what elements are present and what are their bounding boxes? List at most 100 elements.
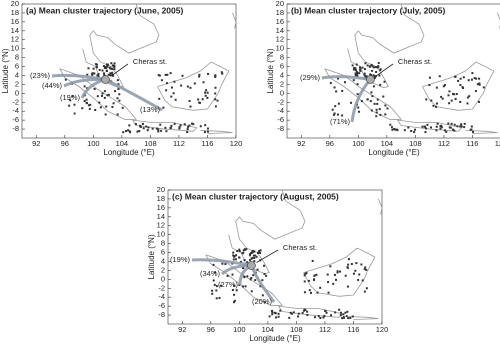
hotspot xyxy=(435,102,438,105)
hotspot xyxy=(322,316,325,319)
hotspot xyxy=(452,92,455,95)
hotspot xyxy=(435,105,438,108)
hotspot xyxy=(109,72,112,75)
hotspot xyxy=(180,84,183,87)
hotspot xyxy=(117,83,120,86)
y-tick-label: 10 xyxy=(11,44,19,53)
hotspot xyxy=(303,291,306,294)
hotspot xyxy=(447,122,450,125)
hotspot xyxy=(226,274,229,277)
hotspot xyxy=(372,85,375,88)
x-tick-label: 96 xyxy=(326,139,334,148)
hotspot xyxy=(336,270,339,273)
hotspot xyxy=(129,131,132,134)
hotspot xyxy=(107,93,110,96)
coastline xyxy=(324,68,402,121)
hotspot xyxy=(122,131,125,134)
hotspot xyxy=(358,110,361,113)
hotspot xyxy=(242,285,245,288)
hotspot xyxy=(421,125,424,128)
hotspot xyxy=(87,67,90,70)
hotspot xyxy=(268,315,271,318)
hotspot xyxy=(329,265,332,268)
hotspot xyxy=(393,127,396,130)
hotspot xyxy=(371,95,374,98)
hotspot xyxy=(384,104,387,107)
hotspot xyxy=(383,80,386,83)
hotspot xyxy=(354,72,357,75)
hotspot xyxy=(435,125,438,128)
hotspot xyxy=(201,98,204,101)
hotspot xyxy=(354,269,357,272)
hotspot xyxy=(271,309,274,312)
hotspot xyxy=(165,82,168,85)
cluster-label: (19%) xyxy=(170,255,191,264)
hotspot xyxy=(403,129,406,132)
hotspot xyxy=(327,281,330,284)
y-tick-label: 14 xyxy=(157,212,165,221)
x-tick-label: 108 xyxy=(409,139,422,148)
hotspot xyxy=(354,69,357,72)
hotspot xyxy=(470,125,473,128)
hotspot xyxy=(440,126,443,129)
hotspot xyxy=(179,124,182,127)
hotspot xyxy=(108,74,111,77)
hotspot xyxy=(290,312,293,315)
y-tick-label: -2 xyxy=(12,97,19,106)
hotspot xyxy=(91,73,94,76)
hotspot xyxy=(334,311,337,314)
hotspot xyxy=(252,254,255,257)
hotspot xyxy=(338,308,341,311)
hotspot xyxy=(428,84,431,87)
hotspot xyxy=(105,70,108,73)
y-tick-label: 20 xyxy=(157,185,165,194)
y-tick-label: 18 xyxy=(11,8,19,17)
panel-title: (a) Mean cluster trajectory (June, 2005) xyxy=(26,5,183,15)
hotspot xyxy=(474,90,477,93)
hotspot xyxy=(370,91,373,94)
hotspot xyxy=(189,105,192,108)
hotspot xyxy=(98,68,101,71)
hotspot xyxy=(257,251,260,254)
station-marker xyxy=(366,75,375,84)
hotspot xyxy=(93,72,96,75)
coastline xyxy=(397,119,463,132)
hotspot xyxy=(273,311,276,314)
hotspot xyxy=(118,99,121,102)
y-tick-label: -8 xyxy=(277,124,284,133)
hotspot xyxy=(459,84,462,87)
hotspot xyxy=(351,64,354,67)
hotspot xyxy=(364,266,367,269)
hotspot xyxy=(297,315,300,318)
hotspot xyxy=(265,274,268,277)
hotspot xyxy=(303,309,306,312)
hotspot xyxy=(366,98,369,101)
hotspot xyxy=(461,86,464,89)
hotspot xyxy=(233,299,236,302)
hotspot xyxy=(111,67,114,70)
hotspot xyxy=(377,62,380,65)
hotspot xyxy=(238,256,241,259)
hotspot xyxy=(128,124,131,127)
hotspot xyxy=(105,105,108,108)
hotspot xyxy=(233,293,236,296)
station-label: Cheras st. xyxy=(283,243,317,252)
station-marker xyxy=(101,75,110,84)
y-tick-label: 12 xyxy=(276,35,284,44)
hotspot xyxy=(360,100,363,103)
cluster-label: (27%) xyxy=(218,280,239,289)
hotspot xyxy=(347,258,350,261)
hotspot xyxy=(476,83,479,86)
hotspot xyxy=(351,315,354,318)
hotspot xyxy=(324,309,327,312)
hotspot xyxy=(288,316,291,319)
hotspot xyxy=(307,279,310,282)
hotspot xyxy=(158,97,161,100)
hotspot xyxy=(373,76,376,79)
hotspot xyxy=(303,280,306,283)
coastline xyxy=(157,61,230,111)
hotspot xyxy=(423,125,426,128)
hotspot xyxy=(221,262,224,265)
hotspot xyxy=(277,312,280,315)
hotspot xyxy=(187,125,190,128)
